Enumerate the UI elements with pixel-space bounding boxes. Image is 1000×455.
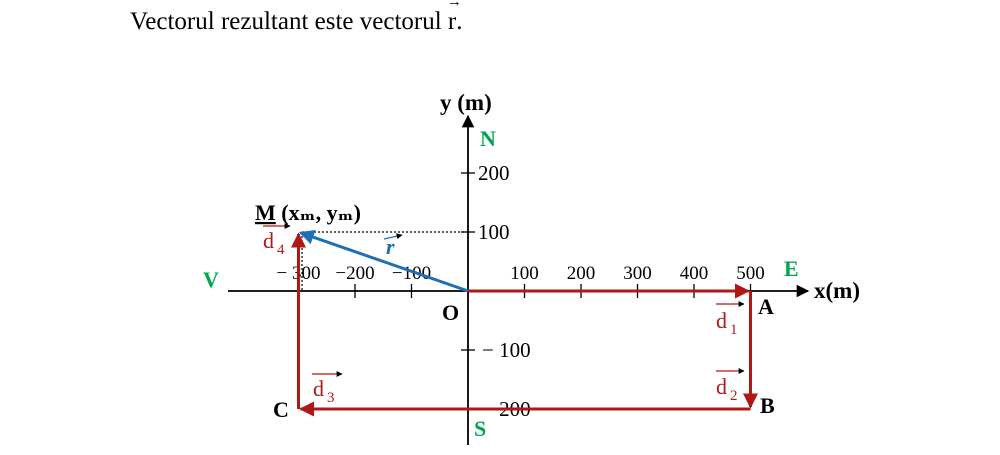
y-tick-label: − 100 (482, 338, 531, 362)
x-tick-label: 400 (680, 263, 709, 284)
intro-period: . (456, 8, 463, 35)
label-d2: d 2 (716, 368, 745, 404)
svg-text:d: d (716, 308, 727, 333)
east-label: E (784, 256, 799, 281)
svg-text:d: d (313, 376, 324, 401)
intro-text: Vectorul rezultant este vectorul (130, 8, 448, 35)
svg-text:r: r (386, 234, 395, 259)
y-axis-label: y (m) (440, 90, 492, 115)
x-tick-label: −200 (335, 263, 374, 284)
label-d4: d 4 (263, 223, 291, 258)
point-b-label: B (760, 393, 775, 418)
y-tick-label: 200 (478, 161, 510, 185)
x-tick-label: 500 (736, 263, 765, 284)
x-tick-label: 300 (623, 263, 652, 284)
x-tick-label: 200 (567, 263, 596, 284)
svg-text:d: d (263, 228, 274, 253)
x-axis-label: x(m) (814, 278, 860, 303)
svg-text:3: 3 (327, 390, 335, 406)
north-label: N (480, 126, 496, 151)
label-d1: d 1 (716, 301, 745, 338)
intro-sentence: Vectorul rezultant este vectorul r. (130, 0, 463, 36)
svg-text:4: 4 (277, 242, 285, 258)
south-label: S (474, 416, 486, 441)
x-axis-ticks: − 300 −200 −100 100 200 300 400 500 (277, 263, 765, 298)
x-tick-label: 100 (510, 263, 539, 284)
origin-label: O (442, 300, 459, 325)
vector-r-resultant (298, 230, 469, 293)
west-label: V (203, 267, 219, 292)
y-tick-label: 100 (478, 220, 510, 244)
point-c-label: C (273, 397, 289, 422)
svg-text:d: d (716, 374, 727, 399)
svg-text:1: 1 (730, 322, 738, 338)
label-r: r (383, 233, 403, 259)
svg-text:2: 2 (730, 388, 738, 404)
label-d3: d 3 (312, 371, 343, 406)
point-m-label: M (xₘ, yₘ) (255, 200, 361, 225)
vector-r-symbol: r (447, 0, 463, 36)
point-a-label: A (758, 294, 774, 319)
